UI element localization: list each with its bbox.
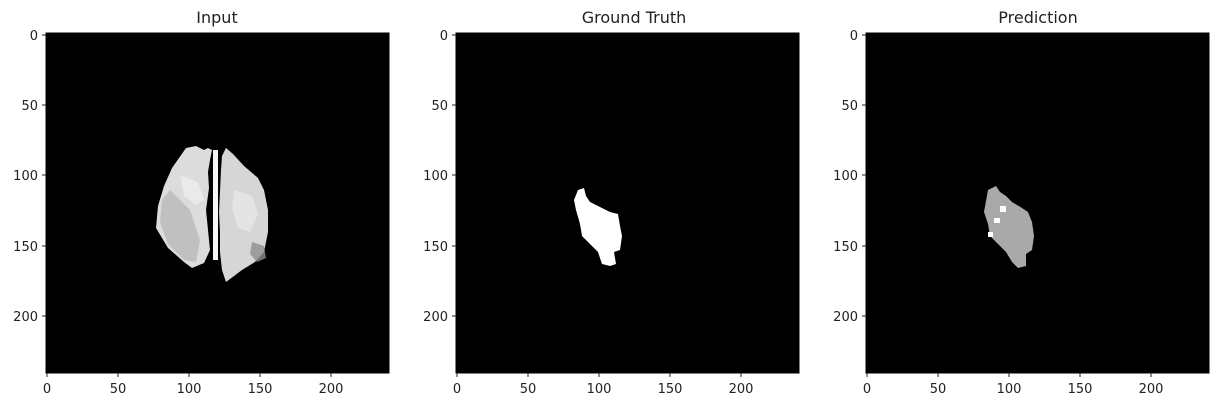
y-tick-label: 50 — [431, 99, 448, 114]
x-tick-label: 100 — [177, 382, 202, 397]
image-area — [865, 32, 1210, 374]
panel-ground-truth: Ground Truth 0 50 100 150 200 — [410, 0, 800, 407]
panel-title: Input — [196, 8, 237, 27]
y-tick-label: 150 — [423, 240, 448, 255]
x-tick-label: 150 — [1068, 382, 1093, 397]
y-axis: 0 50 100 150 200 — [833, 29, 866, 325]
x-axis: 0 50 100 150 200 — [43, 373, 344, 397]
y-tick-label: 50 — [841, 99, 858, 114]
x-tick-label: 150 — [658, 382, 683, 397]
panel-input: Input 0 — [0, 0, 390, 407]
y-tick-label: 0 — [850, 29, 858, 44]
y-tick-label: 100 — [833, 169, 858, 184]
x-tick-label: 50 — [930, 382, 947, 397]
x-tick-label: 0 — [863, 382, 871, 397]
panel-title: Prediction — [998, 8, 1077, 27]
y-tick-label: 150 — [833, 240, 858, 255]
x-tick-label: 0 — [453, 382, 461, 397]
x-tick-label: 200 — [1139, 382, 1164, 397]
y-axis: 0 50 100 150 200 — [423, 29, 456, 325]
x-tick-label: 100 — [997, 382, 1022, 397]
ground-truth-mask — [574, 188, 622, 266]
brain-scan — [156, 146, 268, 282]
x-tick-label: 100 — [587, 382, 612, 397]
x-tick-label: 0 — [43, 382, 51, 397]
x-tick-label: 150 — [248, 382, 273, 397]
x-tick-label: 200 — [729, 382, 754, 397]
image-area — [455, 32, 800, 374]
x-axis: 0 50 100 150 200 — [453, 373, 754, 397]
y-tick-label: 0 — [440, 29, 448, 44]
y-tick-label: 100 — [13, 169, 38, 184]
y-tick-label: 100 — [423, 169, 448, 184]
image-area — [45, 32, 390, 374]
x-tick-label: 200 — [319, 382, 344, 397]
y-axis: 0 50 100 150 200 — [13, 29, 46, 325]
panel-title: Ground Truth — [582, 8, 687, 27]
y-tick-label: 200 — [833, 310, 858, 325]
x-tick-label: 50 — [110, 382, 127, 397]
y-tick-label: 200 — [423, 310, 448, 325]
prediction-mask — [984, 186, 1034, 268]
y-tick-label: 150 — [13, 240, 38, 255]
y-tick-label: 0 — [30, 29, 38, 44]
y-tick-label: 50 — [21, 99, 38, 114]
x-tick-label: 50 — [520, 382, 537, 397]
panel-prediction: Prediction 0 50 100 150 200 — [820, 0, 1210, 407]
y-tick-label: 200 — [13, 310, 38, 325]
x-axis: 0 50 100 150 200 — [863, 373, 1164, 397]
